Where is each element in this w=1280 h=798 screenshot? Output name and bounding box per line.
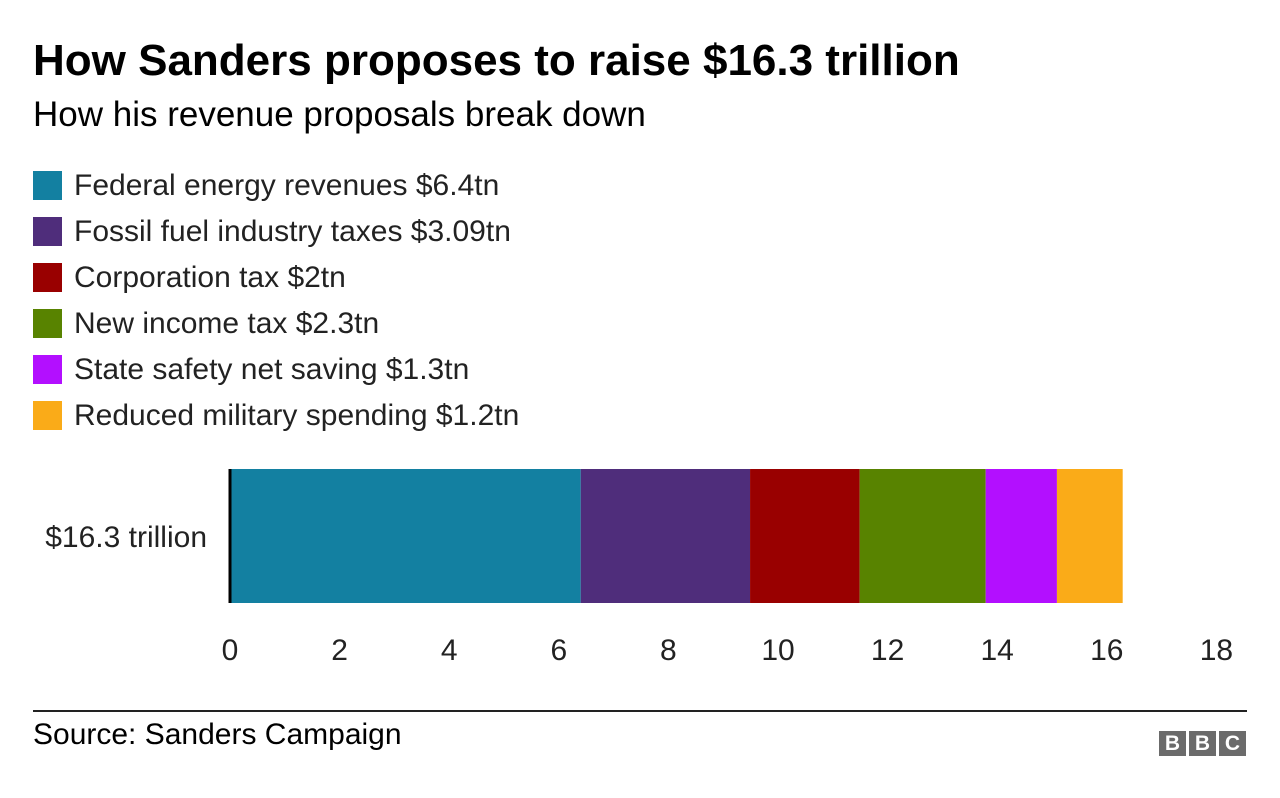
legend-label: State safety net saving $1.3tn [74,353,470,386]
bar-segment [750,469,860,603]
chart-title: How Sanders proposes to raise $16.3 tril… [33,36,960,85]
legend-swatch [33,355,62,384]
x-tick-label: 4 [441,634,458,667]
chart-subtitle: How his revenue proposals break down [33,95,646,134]
legend-label: Fossil fuel industry taxes $3.09tn [74,215,511,248]
bar-segment [230,469,581,603]
bar-segment [580,469,751,603]
legend-swatch [33,263,62,292]
legend-swatch [33,401,62,430]
x-tick-label: 2 [331,634,348,667]
x-tick-label: 10 [761,634,794,667]
x-tick-label: 0 [222,634,239,667]
legend-label: New income tax $2.3tn [74,307,380,340]
bar-segment [985,469,1057,603]
legend-label: Corporation tax $2tn [74,261,346,294]
bbc-logo-letter: C [1219,731,1246,756]
category-label: $16.3 trillion [45,521,207,554]
x-tick-label: 6 [550,634,567,667]
legend-swatch [33,309,62,338]
x-tick-label: 18 [1200,634,1233,667]
x-tick-label: 8 [660,634,677,667]
source-note: Source: Sanders Campaign [33,718,402,751]
bar-segment [859,469,986,603]
footer-divider [33,710,1247,712]
legend-label: Federal energy revenues $6.4tn [74,169,500,202]
legend-swatch [33,171,62,200]
bbc-logo-letter: B [1159,731,1186,756]
legend-swatch [33,217,62,246]
x-tick-label: 16 [1090,634,1123,667]
bbc-logo-letter: B [1189,731,1216,756]
x-tick-label: 14 [981,634,1014,667]
bbc-logo: B B C [1159,731,1246,756]
bar-segment [1056,469,1123,603]
legend-label: Reduced military spending $1.2tn [74,399,520,432]
stacked-bar-chart: $16.3 trillion 0 2 4 6 8 10 12 14 16 18 [45,469,1233,667]
x-tick-label: 12 [871,634,904,667]
